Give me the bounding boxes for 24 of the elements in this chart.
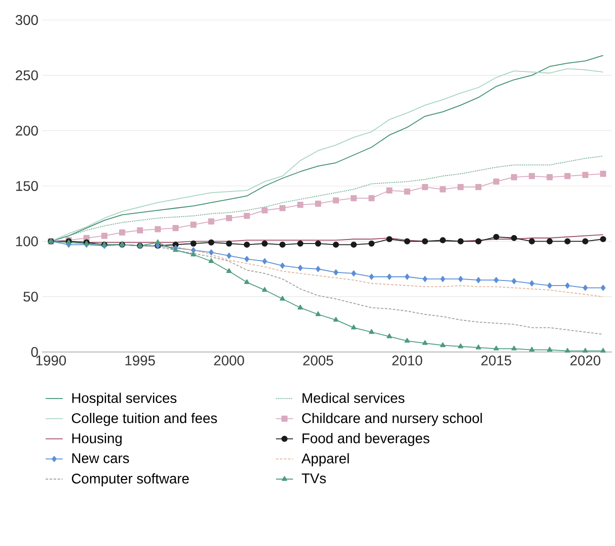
x-tick-label: 2020 [570, 356, 600, 366]
legend-label: Hospital services [72, 392, 176, 406]
legend-label: Childcare and nursery school [302, 412, 482, 426]
y-tick-label: 50 [23, 292, 38, 302]
y-tick-label: 100 [16, 236, 38, 246]
x-tick-label: 2015 [481, 356, 512, 366]
x-tick-label: 2000 [214, 356, 244, 366]
y-tick-label: 300 [16, 15, 38, 25]
legend-label: Medical services [302, 392, 404, 404]
legend-label: TVs [302, 474, 326, 484]
y-tick-label: 250 [16, 70, 38, 80]
x-tick-label: 2005 [303, 356, 334, 366]
legend-label: New cars [72, 453, 129, 464]
legend-label: Computer software [72, 473, 189, 486]
x-tick-label: 2010 [392, 356, 422, 366]
y-tick-label: 150 [16, 181, 38, 191]
x-tick-label: 1995 [125, 356, 155, 366]
legend-label: Apparel [302, 453, 349, 466]
x-tick-label: 1990 [36, 356, 66, 366]
y-tick-label: 200 [16, 126, 38, 136]
legend-label: Housing [72, 433, 122, 446]
y-tick-label: 0 [31, 347, 38, 357]
legend-label: College tuition and fees [72, 412, 217, 426]
legend-label: Food and beverages [302, 433, 430, 446]
